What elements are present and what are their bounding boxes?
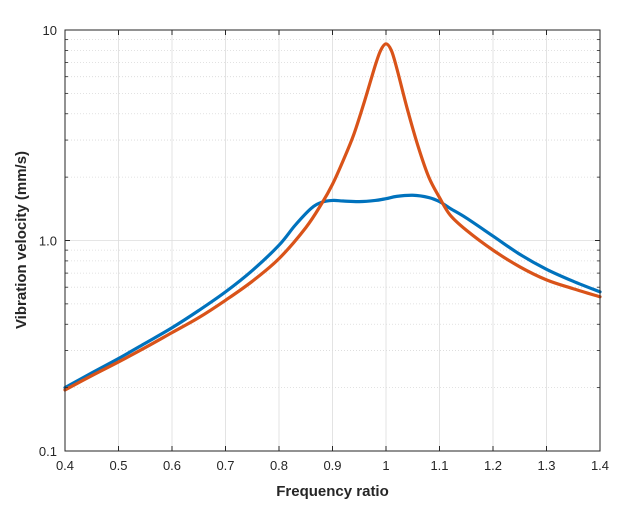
x-tick-label: 0.5 [109,458,127,473]
x-tick-label: 0.7 [216,458,234,473]
series-line-2 [63,42,602,392]
x-tick-label: 1.4 [591,458,609,473]
x-tick-label: 0.9 [323,458,341,473]
y-tick-label: 10 [43,23,57,38]
x-tick-label: 1.3 [537,458,555,473]
x-tick-label: 0.4 [56,458,74,473]
series-layer [63,42,602,392]
x-tick-label: 0.8 [270,458,288,473]
y-tick-label: 0.1 [39,444,57,459]
ticks: 0.4 0.5 0.6 0.7 0.8 0.9 1 1.1 1.2 1.3 1.4 0.1 1.0 10 [39,23,609,473]
x-tick-label: 0.6 [163,458,181,473]
x-axis-label: Frequency ratio [276,483,389,500]
x-tick-label: 1 [382,458,389,473]
y-tick-label: 1.0 [39,234,57,249]
series-line-1 [63,193,602,390]
y-axis-label: Vibration velocity (mm/s) [13,151,30,329]
x-tick-label: 1.1 [430,458,448,473]
x-tick-label: 1.2 [484,458,502,473]
